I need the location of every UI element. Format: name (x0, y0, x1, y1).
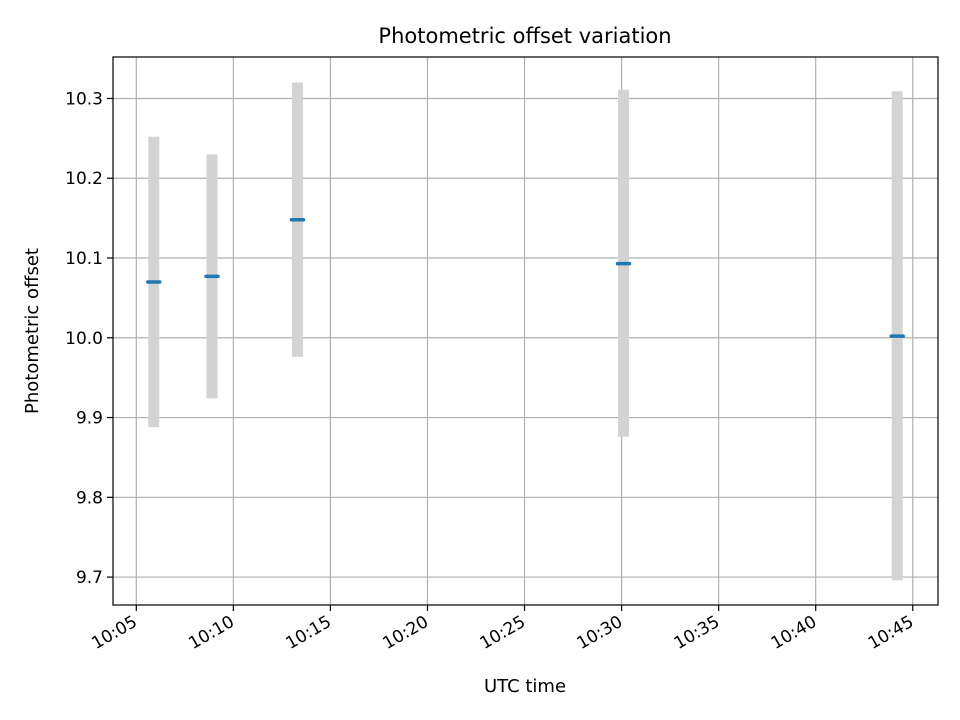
x-tick-label: 10:35 (671, 612, 723, 654)
y-tick-label: 9.8 (76, 488, 103, 508)
y-tick-label: 10.2 (65, 169, 103, 189)
error-bar-layer (148, 82, 903, 581)
x-tick-label: 10:45 (865, 612, 917, 654)
chart-title: Photometric offset variation (378, 24, 671, 48)
x-tick-label: 10:10 (185, 612, 237, 654)
y-tick-label: 10.3 (65, 89, 103, 109)
y-axis-title: Photometric offset (22, 248, 43, 414)
y-tick-label: 9.9 (76, 409, 103, 429)
tick-layer: 10:05 10:10 10:15 10:20 10:25 10:30 10:35 10:40… (65, 89, 917, 653)
grid-layer (113, 57, 938, 605)
y-tick-label: 10.0 (65, 329, 103, 349)
plot-frame (112, 56, 939, 606)
y-tick-label: 9.7 (76, 568, 103, 588)
x-tick-label: 10:15 (282, 612, 334, 654)
y-tick-label: 10.1 (65, 249, 103, 269)
x-tick-label: 10:20 (380, 612, 432, 654)
x-axis-title: UTC time (484, 676, 566, 697)
x-tick-label: 10:25 (477, 612, 529, 654)
x-tick-label: 10:40 (768, 612, 820, 654)
x-tick-label: 10:30 (574, 612, 626, 654)
point-layer (146, 217, 905, 338)
x-tick-label: 10:05 (88, 612, 140, 654)
